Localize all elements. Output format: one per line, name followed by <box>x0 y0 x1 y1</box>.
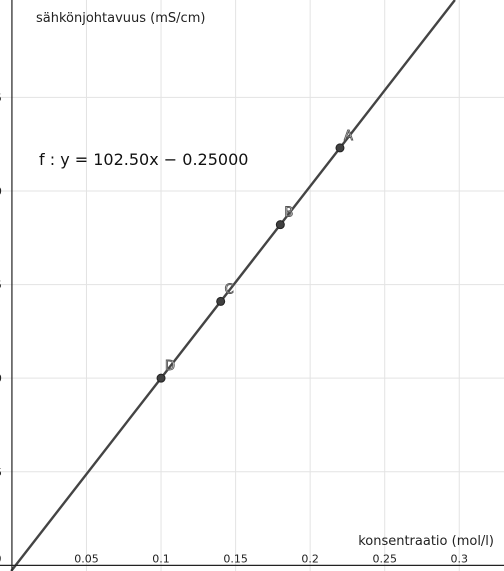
x-tick-label: 0.3 <box>451 552 469 565</box>
y-tick-label: 25 <box>0 91 2 104</box>
x-tick-labels: 0 0.05 0.1 0.15 0.2 0.25 0.3 <box>0 552 468 565</box>
fit-equation: f : y = 102.50x − 0.25000 <box>39 150 248 169</box>
data-point-label-a: A <box>344 129 353 144</box>
data-point-label-c: C <box>225 282 234 297</box>
y-tick-label: 20 <box>0 185 2 198</box>
data-point-label-d: D <box>165 359 175 374</box>
y-tick-label: 15 <box>0 279 2 292</box>
y-tick-label: 5 <box>0 466 2 479</box>
x-tick-label: 0.15 <box>223 552 248 565</box>
y-axis-label: sähkönjohtavuus (mS/cm) <box>36 11 205 26</box>
data-point-label-b: B <box>284 206 293 221</box>
x-tick-label: 0 <box>0 552 1 565</box>
data-point-a <box>335 143 345 153</box>
y-tick-labels: 5 10 15 20 25 <box>0 91 2 478</box>
y-tick-label: 10 <box>0 372 2 385</box>
data-point-d <box>156 373 166 383</box>
x-tick-label: 0.2 <box>301 552 319 565</box>
data-point-c <box>216 296 226 306</box>
x-tick-label: 0.1 <box>152 552 170 565</box>
fit-line <box>10 0 456 571</box>
data-point-b <box>275 220 285 230</box>
x-axis-label: konsentraatio (mol/l) <box>358 534 494 549</box>
x-tick-label: 0.05 <box>74 552 99 565</box>
data-points: A B C D <box>156 128 353 383</box>
x-tick-label: 0.25 <box>372 552 397 565</box>
